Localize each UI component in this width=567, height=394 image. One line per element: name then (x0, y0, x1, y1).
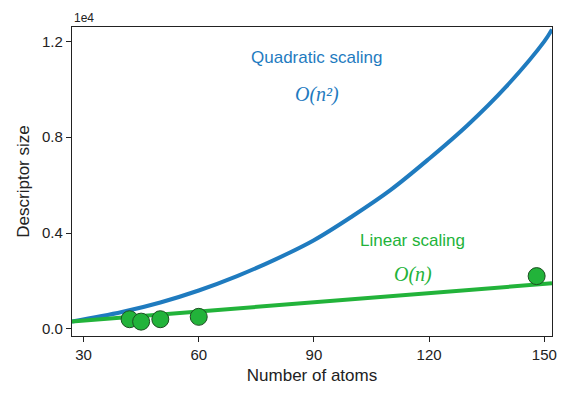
svg-text:O(n): O(n) (394, 263, 432, 286)
svg-text:90: 90 (306, 346, 323, 363)
svg-text:1e4: 1e4 (74, 11, 94, 25)
svg-text:30: 30 (75, 346, 92, 363)
svg-text:0.0: 0.0 (42, 320, 63, 337)
svg-text:0.8: 0.8 (42, 128, 63, 145)
svg-text:Descriptor size: Descriptor size (14, 125, 33, 237)
svg-text:60: 60 (190, 346, 207, 363)
svg-text:Quadratic scaling: Quadratic scaling (251, 48, 382, 67)
svg-text:Linear scaling: Linear scaling (360, 231, 465, 250)
svg-text:150: 150 (532, 346, 557, 363)
svg-text:O(n²): O(n²) (295, 83, 339, 106)
svg-text:120: 120 (417, 346, 442, 363)
svg-text:1.2: 1.2 (42, 33, 63, 50)
svg-text:0.4: 0.4 (42, 224, 63, 241)
svg-text:Number of atoms: Number of atoms (247, 366, 377, 385)
